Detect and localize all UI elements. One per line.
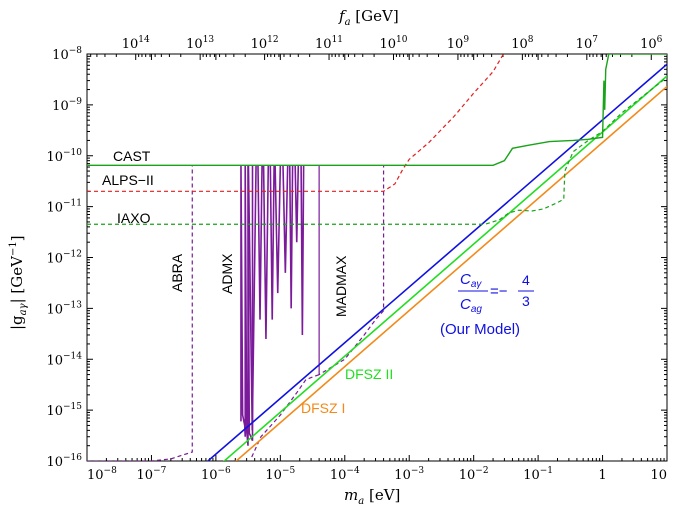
top-tick-label: 1012 [251,35,279,52]
series-layer [87,54,667,461]
model-num: Caγ [460,271,482,290]
dfsz1-label: DFSZ I [301,400,345,416]
admx-label: ADMX [219,253,235,294]
y-tick-label: 10−13 [46,300,82,317]
cast-label: CAST [113,148,151,164]
y-tick-label: 10−10 [46,148,82,165]
model-frac-num: 4 [522,272,530,288]
top-tick-label: 1014 [122,35,150,52]
top-tick-label: 108 [511,35,534,52]
y-tick-label: 10−16 [46,453,82,470]
alps-ii-series [87,54,504,192]
top-tick-label: 1011 [315,35,343,52]
y-axis-title: |gaγ| [GeV−1] [8,235,29,330]
our-model-series [206,63,667,461]
x-tick-label: 10−2 [459,466,489,483]
x-tick-label: 10−8 [87,466,117,483]
alps-ii-label: ALPS−II [102,172,154,188]
top-axis-title: fa [GeV] [338,7,399,28]
dfsz2-label: DFSZ II [345,366,393,382]
y-tick-label: 10−9 [52,97,82,114]
y-tick-label: 10−11 [46,199,82,216]
y-tick-label: 10−8 [52,46,82,63]
model-caption: (Our Model) [440,321,520,338]
y-tick-label: 10−15 [46,402,82,419]
model-equals: =− [490,283,508,300]
admx-exclusion-spikes [247,165,305,431]
x-axis-title: ma [eV] [344,486,400,507]
y-tick-label: 10−12 [46,250,82,267]
x-tick-label: 10−7 [137,466,167,483]
top-tick-label: 106 [640,35,663,52]
madmax-label: MADMAX [333,255,349,317]
x-tick-label: 10−3 [394,466,424,483]
dfsz2-series [223,75,667,461]
cast-series [87,54,667,166]
y-tick-label: 10−14 [46,351,82,368]
top-tick-label: 109 [447,35,470,52]
abra-series [87,165,193,461]
model-den: Cag [460,296,482,315]
model-frac-den: 3 [522,293,530,309]
iaxo-label: IAXO [117,210,151,226]
abra-label: ABRA [169,253,185,292]
madmax-series [251,165,385,458]
model-annotation: Caγ Cag =− 4 3 (Our Model) [440,271,534,338]
x-tick-label: 10−4 [330,466,360,483]
top-tick-label: 1010 [379,35,407,52]
top-tick-label: 1013 [186,35,214,52]
x-tick-label: 10−6 [201,466,231,483]
top-tick-label: 107 [576,35,599,52]
x-tick-label: 1 [598,468,606,483]
x-tick-label: 10−5 [265,466,295,483]
x-tick-label: 10 [650,468,667,483]
axes-layer: 10−8 10−7 10−6 10−5 10−4 10−3 10−2 10−1 1 1010−81… [46,35,668,483]
x-tick-label: 10−1 [523,466,553,483]
dfsz1-series [234,85,667,461]
iaxo-series [87,76,667,225]
